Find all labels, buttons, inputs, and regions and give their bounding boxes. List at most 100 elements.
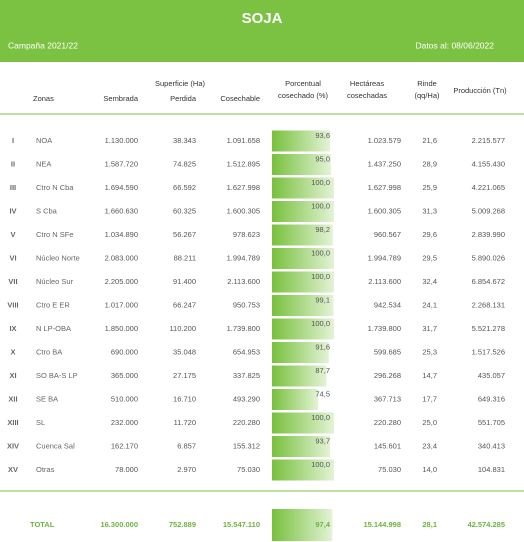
perdida: 110.200 — [169, 324, 196, 333]
hectareas: 1.739.800 — [368, 324, 401, 333]
sembrada: 1.850.000 — [105, 324, 138, 333]
cosechable: 950.753 — [233, 300, 260, 309]
row-number: XI — [9, 371, 16, 380]
hectareas: 1.437.250 — [368, 159, 401, 168]
pct-label: 100,0 — [311, 248, 330, 257]
produccion: 42.574.285 — [467, 520, 505, 529]
sembrada: 2.083.000 — [105, 253, 138, 262]
cosechable: 155.312 — [233, 441, 260, 450]
row-number: IV — [9, 206, 16, 215]
sembrada: 1.587.720 — [105, 159, 138, 168]
produccion: 340.413 — [478, 441, 505, 450]
hectareas: 296.268 — [374, 371, 401, 380]
perdida: 11.720 — [174, 418, 196, 427]
rinde: 29,6 — [422, 230, 437, 239]
pct-bar — [272, 389, 319, 410]
pct-bar — [272, 412, 334, 434]
column-header: Rinde — [417, 79, 437, 88]
column-header: Producción (Tn) — [453, 86, 507, 95]
column-header: Perdida — [170, 94, 197, 103]
hectareas: 145.601 — [374, 441, 401, 450]
rinde: 31,3 — [422, 206, 437, 215]
produccion: 5.009.268 — [472, 206, 505, 215]
column-header: Sembrada — [103, 94, 138, 103]
pct-bar — [272, 436, 331, 457]
perdida: 56.267 — [173, 230, 196, 239]
column-header: cosechadas — [347, 91, 387, 100]
zone: Otras — [36, 465, 55, 474]
sembrada: 78.000 — [115, 465, 138, 474]
produccion: 5.890.026 — [472, 253, 505, 262]
perdida: 38.343 — [173, 136, 196, 145]
sembrada: 1.660.630 — [105, 206, 138, 215]
hectareas: 1.627.998 — [368, 183, 401, 192]
zone: Núcleo Norte — [36, 253, 80, 262]
pct-label: 95,0 — [315, 154, 330, 163]
rinde: 24,1 — [422, 300, 437, 309]
rinde: 25,0 — [422, 418, 437, 427]
produccion: 104.831 — [478, 465, 505, 474]
produccion: 2.215.577 — [472, 136, 505, 145]
pct-label: 100,0 — [311, 201, 330, 210]
column-header: Zonas — [33, 94, 54, 103]
cosechable: 1.600.305 — [227, 206, 260, 215]
pct-label: 100,0 — [311, 272, 330, 281]
produccion: 6.854.672 — [472, 277, 505, 286]
column-header: Porcentual — [285, 79, 321, 88]
pct-bar — [272, 318, 334, 340]
row-number: III — [10, 183, 16, 192]
row-number: VII — [8, 277, 17, 286]
cosechable: 1.739.800 — [227, 324, 260, 333]
perdida: 91.400 — [173, 277, 196, 286]
hectareas: 599.685 — [374, 347, 401, 356]
rinde: 29,5 — [422, 253, 437, 262]
sembrada: 2.205.000 — [105, 277, 138, 286]
rinde: 25,3 — [422, 347, 437, 356]
row-number: IX — [9, 324, 16, 333]
sembrada: 365.000 — [111, 371, 138, 380]
rinde: 17,7 — [422, 394, 437, 403]
column-header: cosechado (%) — [278, 91, 329, 100]
rinde: 14,7 — [422, 371, 437, 380]
group-header: Superficie (Ha) — [155, 79, 206, 88]
rinde: 14,0 — [422, 465, 437, 474]
sembrada: 162.170 — [111, 441, 138, 450]
title: SOJA — [242, 10, 283, 27]
perdida: 66.592 — [173, 183, 196, 192]
produccion: 435.057 — [478, 371, 505, 380]
row-number: VIII — [7, 300, 18, 309]
zone: TOTAL — [30, 520, 55, 529]
sembrada: 1.017.000 — [105, 300, 138, 309]
zone: N LP-OBA — [36, 324, 71, 333]
cosechable: 220.280 — [233, 418, 260, 427]
perdida: 74.825 — [173, 159, 196, 168]
pct-label: 100,0 — [311, 460, 330, 469]
produccion: 1.517.526 — [472, 347, 505, 356]
zone: Núcleo Sur — [36, 277, 74, 286]
perdida: 6.857 — [177, 441, 196, 450]
zone: SE BA — [36, 394, 58, 403]
table-body: I NOA 1.130.000 38.343 1.091.658 93,6 1.023.57… — [7, 130, 505, 541]
pct-bar — [272, 365, 327, 387]
pct-label: 100,0 — [311, 319, 330, 328]
pct-label: 91,6 — [315, 342, 330, 351]
perdida: 66.247 — [173, 300, 196, 309]
pct-label: 98,2 — [315, 225, 330, 234]
perdida: 35.048 — [173, 347, 196, 356]
cosechable: 75.030 — [237, 465, 260, 474]
campaign: Campaña 2021/22 — [8, 40, 78, 50]
row-number: XV — [8, 465, 18, 474]
sembrada: 16.300.000 — [100, 520, 138, 529]
column-headers: Superficie (Ha) Zonas Sembrada Perdida Cose… — [33, 79, 507, 103]
rinde: 25,9 — [422, 183, 437, 192]
pct-bar — [272, 154, 331, 175]
cosechable: 978.623 — [233, 230, 260, 239]
cosechable: 15.547.110 — [223, 520, 260, 529]
perdida: 27.175 — [173, 371, 196, 380]
zone: NEA — [36, 159, 51, 168]
produccion: 649.316 — [478, 394, 505, 403]
sembrada: 1.130.000 — [105, 136, 138, 145]
zone: Ctro N Cba — [36, 183, 74, 192]
column-header: (qq/Ha) — [414, 91, 440, 100]
